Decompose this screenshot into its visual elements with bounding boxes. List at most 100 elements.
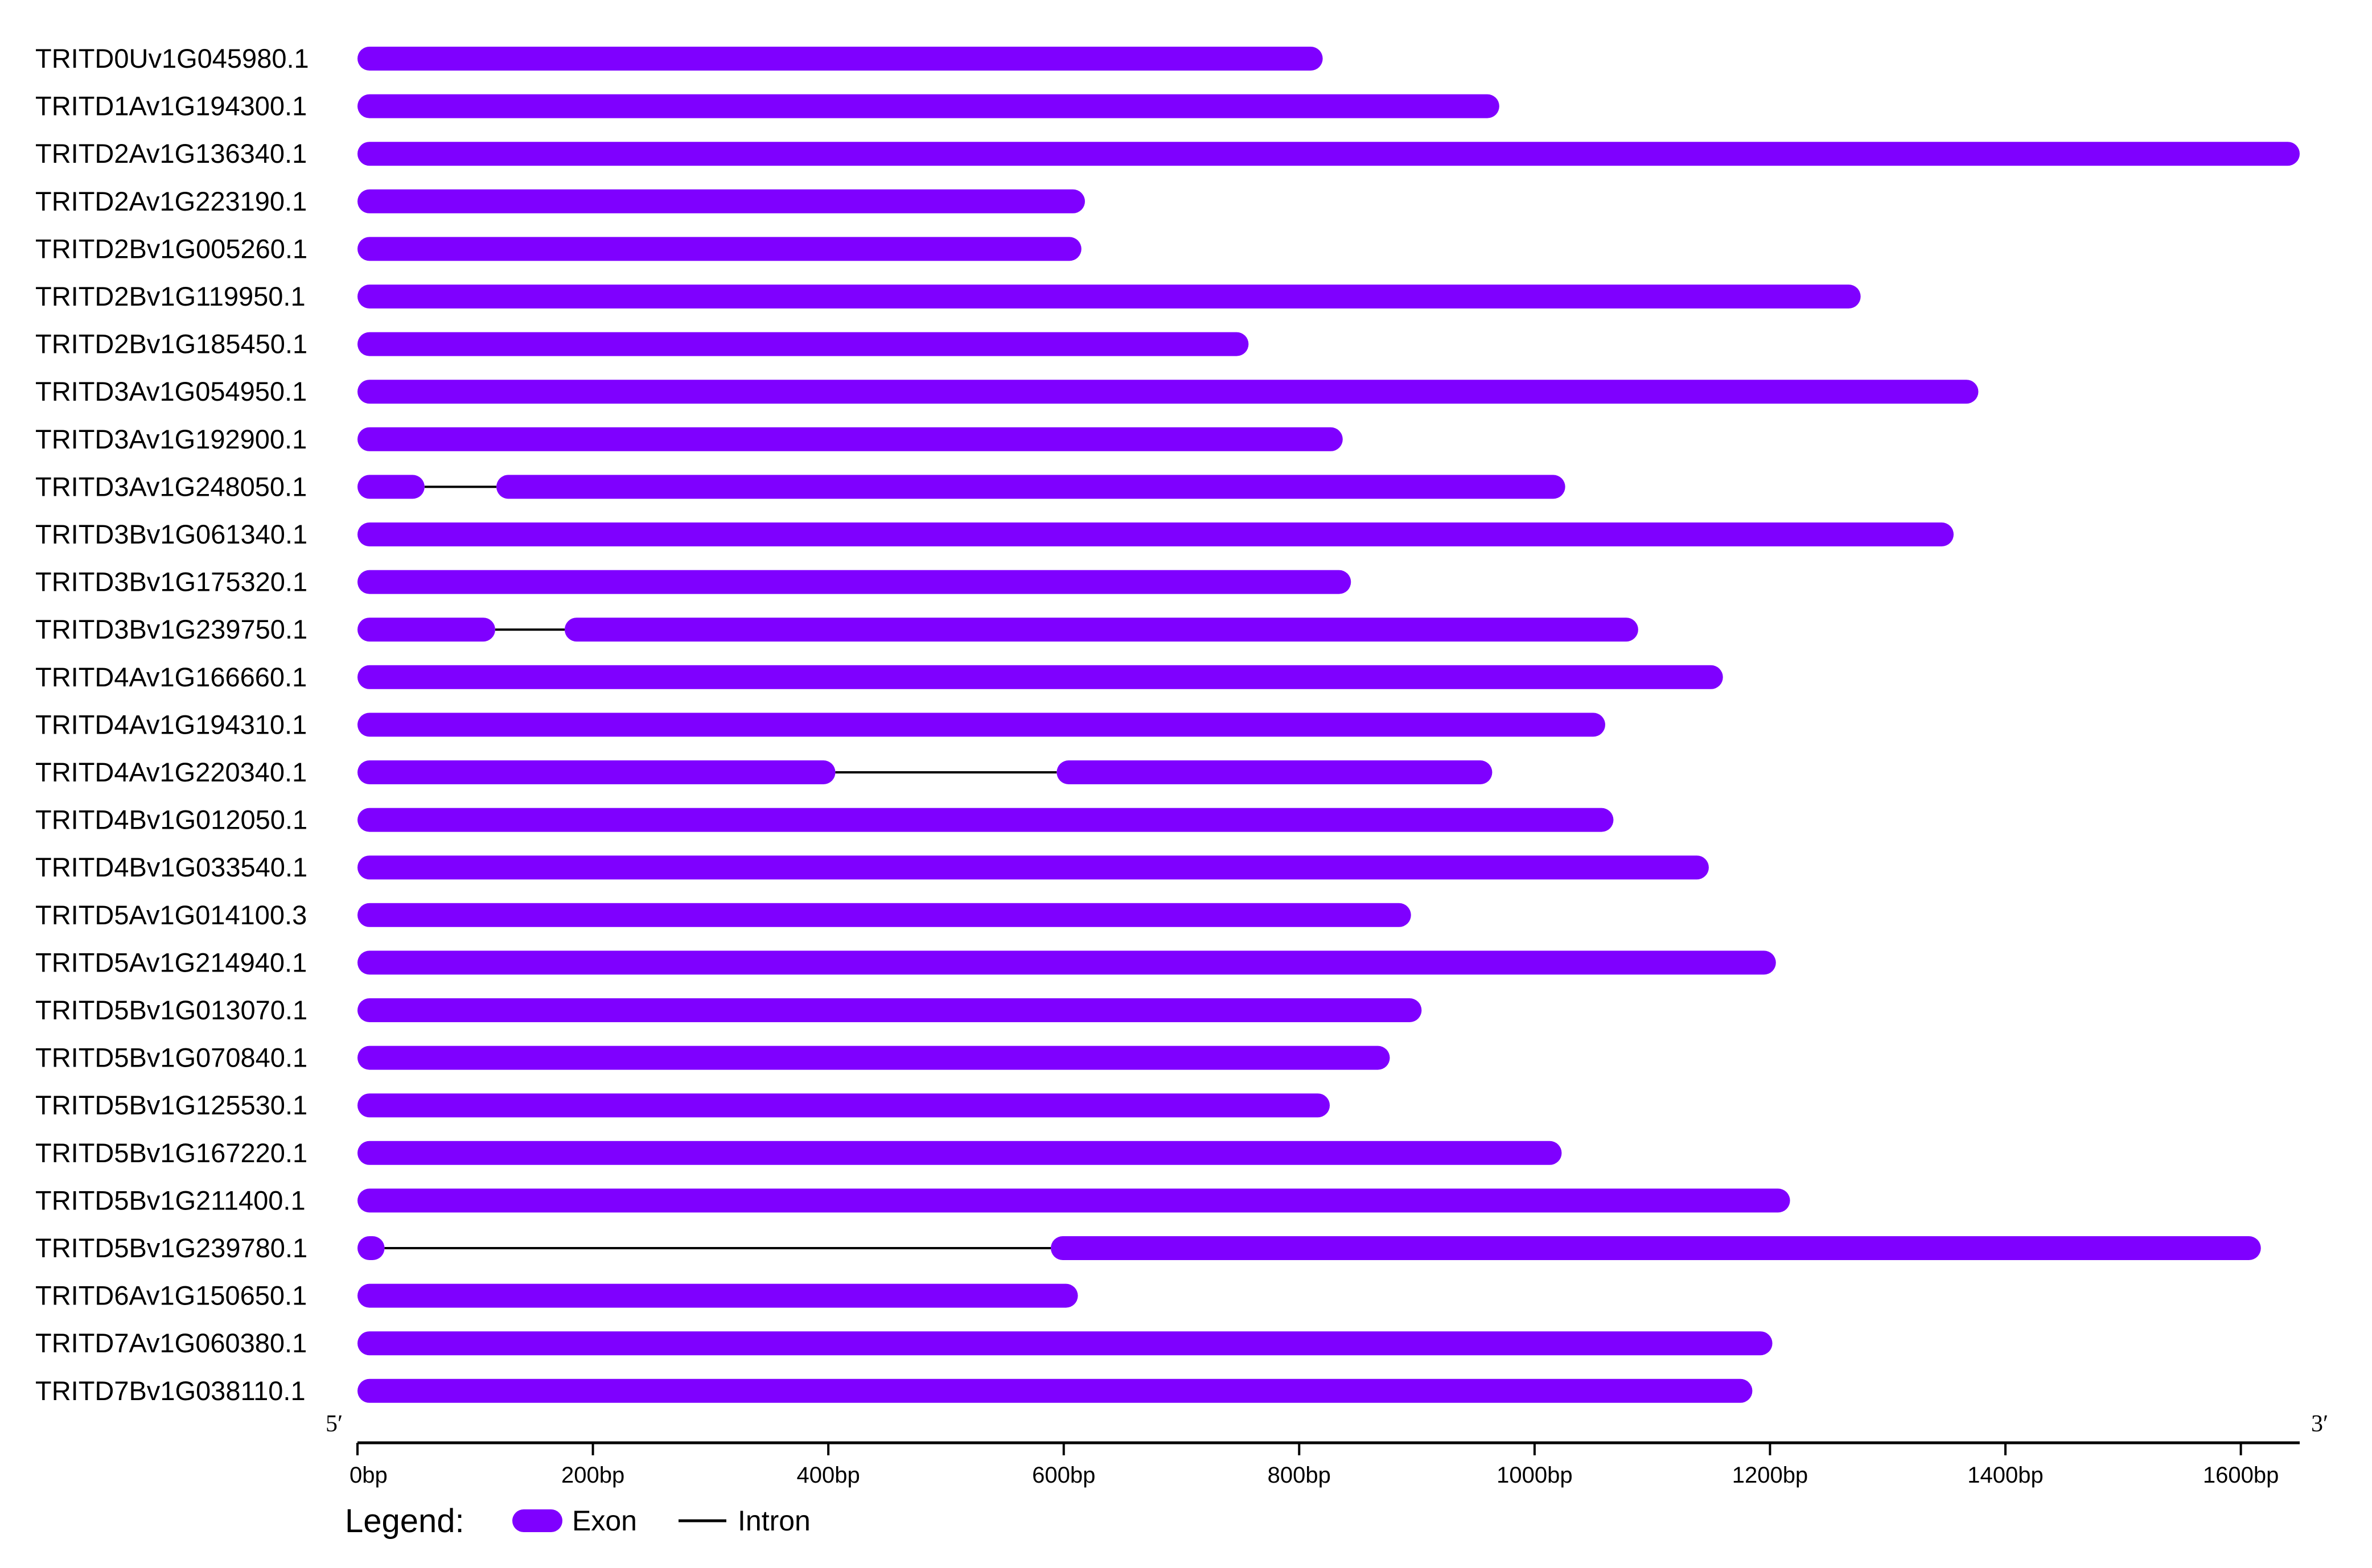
exon-bar [357,760,836,784]
axis-ticks: 0bp 200bp 400bp 600bp 800bp 1000bp 1200bp 1400b… [350,1443,2279,1488]
gene-row: TRITD3Av1G192900.1 [35,424,1343,454]
exon-bar [357,618,495,642]
gene-label: TRITD5Bv1G167220.1 [35,1138,307,1168]
exon-bar [357,475,425,499]
gene-row: TRITD5Bv1G211400.1 [35,1185,1790,1215]
gene-row: TRITD5Bv1G239780.1 [35,1233,2261,1263]
gene-label: TRITD5Bv1G013070.1 [35,995,307,1025]
exon-bar [496,475,1565,499]
gene-row: TRITD7Av1G060380.1 [35,1328,1773,1358]
gene-row: TRITD2Av1G136340.1 [35,138,2300,168]
bp-axis: 5′ 3′ 0bp 200bp 400bp 600bp 800bp 1000bp 1200b… [326,1411,2328,1488]
tick-label: 0bp [350,1463,388,1488]
gene-label: TRITD3Av1G248050.1 [35,471,307,501]
gene-row: TRITD5Bv1G013070.1 [35,995,1422,1025]
gene-label: TRITD7Av1G060380.1 [35,1328,307,1358]
exon-bar [357,1188,1790,1213]
exon-bar [564,618,1638,642]
exon-bar [357,1093,1330,1118]
gene-label: TRITD3Bv1G239750.1 [35,614,307,644]
legend-exon-label: Exon [572,1505,637,1537]
exon-bar [357,237,1082,261]
exon-bar [357,903,1411,927]
gene-row: TRITD2Bv1G119950.1 [35,281,1861,311]
exon-bar [357,522,1954,546]
legend-title: Legend: [345,1503,464,1540]
gene-row: TRITD3Av1G054950.1 [35,376,1979,406]
exon-bar [357,1378,1753,1403]
tick-label: 1200bp [1732,1463,1808,1488]
exon-bar [357,380,1979,404]
legend: Legend: Exon Intron [345,1503,811,1540]
legend-exon-swatch [512,1509,562,1532]
exon-bar [357,998,1422,1022]
exon-bar [357,570,1351,594]
gene-row: TRITD3Bv1G175320.1 [35,567,1351,597]
exon-bar [357,1141,1562,1165]
gene-row: TRITD2Av1G223190.1 [35,186,1085,216]
gene-label: TRITD3Av1G192900.1 [35,424,307,454]
exon-bar [357,189,1085,213]
exon-bar [357,665,1723,689]
exon-bar [357,285,1861,308]
gene-row: TRITD1Av1G194300.1 [35,91,1499,121]
exon-bar [357,332,1249,356]
exon-bar [357,808,1614,832]
gene-label: TRITD2Av1G136340.1 [35,138,307,168]
gene-label: TRITD2Av1G223190.1 [35,186,307,216]
tick-label: 1000bp [1497,1463,1572,1488]
gene-label: TRITD3Bv1G061340.1 [35,519,307,549]
gene-label: TRITD3Bv1G175320.1 [35,567,307,597]
axis-end-label: 3′ [2311,1411,2328,1437]
exon-bar [357,142,2300,166]
gene-label: TRITD5Av1G214940.1 [35,947,307,977]
tick-label: 600bp [1032,1463,1095,1488]
gene-row: TRITD2Bv1G185450.1 [35,329,1249,359]
gene-row: TRITD5Bv1G125530.1 [35,1090,1330,1120]
gene-row: TRITD5Av1G014100.3 [35,900,1411,930]
tick-label: 1600bp [2203,1463,2279,1488]
gene-row: TRITD3Av1G248050.1 [35,471,1565,501]
gene-label: TRITD4Av1G166660.1 [35,662,307,692]
gene-label: TRITD7Bv1G038110.1 [35,1376,306,1406]
gene-label: TRITD2Bv1G005260.1 [35,233,307,264]
gene-label: TRITD4Bv1G033540.1 [35,852,307,882]
gene-label: TRITD2Bv1G119950.1 [35,281,306,311]
gene-label: TRITD3Av1G054950.1 [35,376,307,406]
exon-bar [357,1283,1078,1308]
gene-label: TRITD1Av1G194300.1 [35,91,307,121]
exon-bar [357,1046,1390,1070]
gene-row: TRITD4Av1G166660.1 [35,662,1723,692]
exon-bar [357,713,1605,737]
exon-bar [357,427,1343,451]
exon-bar [357,855,1709,880]
gene-label: TRITD5Bv1G239780.1 [35,1233,307,1263]
exon-bar [1056,760,1493,784]
gene-row: TRITD3Bv1G239750.1 [35,614,1638,644]
gene-label: TRITD5Bv1G125530.1 [35,1090,307,1120]
gene-row: TRITD0Uv1G045980.1 [35,43,1323,73]
gene-row: TRITD5Bv1G070840.1 [35,1043,1390,1073]
exon-bar [357,94,1499,118]
gene-label: TRITD0Uv1G045980.1 [35,43,309,73]
gene-label: TRITD4Av1G220340.1 [35,757,307,787]
gene-row: TRITD5Bv1G167220.1 [35,1138,1562,1168]
gene-row: TRITD4Av1G194310.1 [35,709,1605,739]
exon-bar [357,1331,1773,1356]
gene-row: TRITD4Bv1G033540.1 [35,852,1709,882]
tick-label: 400bp [797,1463,860,1488]
gene-row: TRITD6Av1G150650.1 [35,1281,1078,1311]
exon-bar [357,1236,385,1260]
gene-label: TRITD4Av1G194310.1 [35,709,307,739]
gene-row: TRITD7Bv1G038110.1 [35,1376,1753,1406]
tick-label: 200bp [561,1463,624,1488]
gene-row: TRITD5Av1G214940.1 [35,947,1776,977]
exon-bar [1050,1236,2261,1260]
gene-row: TRITD3Bv1G061340.1 [35,519,1954,549]
tick-label: 1400bp [1967,1463,2043,1488]
tick-label: 800bp [1268,1463,1331,1488]
gene-label: TRITD4Bv1G012050.1 [35,805,307,835]
gene-row: TRITD4Bv1G012050.1 [35,805,1614,835]
exon-bar [357,47,1323,71]
